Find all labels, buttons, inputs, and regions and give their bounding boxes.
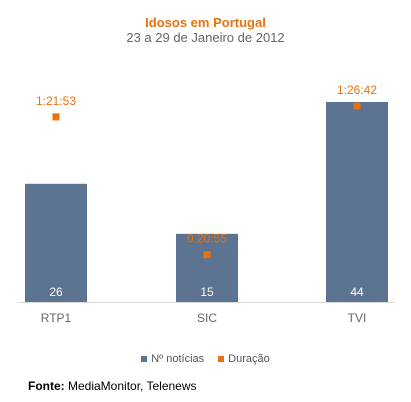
legend: Nº notícias Duração [0, 353, 411, 365]
chart: 26 RTP1 1:21:53 15 SIC 0:20:55 44 TVI 1:26:42 [18, 83, 395, 325]
legend-swatch-noticias [141, 356, 148, 362]
category-label-sic: SIC [197, 311, 217, 325]
bar-value-label-sic: 15 [200, 285, 214, 299]
duration-marker-tvi [353, 102, 361, 110]
legend-label-duracao: Duração [228, 353, 270, 365]
chart-title: Idosos em Portugal [145, 15, 266, 30]
category-label-tvi: TVI [348, 311, 367, 325]
bar-value-label-tvi: 44 [350, 285, 364, 299]
duration-label-rtp1: 1:21:53 [36, 94, 76, 108]
bar-sic [176, 233, 238, 302]
legend-label-noticias: Nº notícias [151, 353, 205, 365]
bar-rtp1 [25, 183, 87, 302]
legend-item-duracao: Duração [218, 353, 270, 365]
duration-label-sic: 0:20:55 [187, 232, 227, 246]
legend-swatch-duracao [218, 356, 225, 362]
duration-marker-sic [203, 251, 211, 259]
source-text: MediaMonitor, Telenews [68, 379, 197, 393]
source-label: Fonte: [28, 379, 65, 393]
chart-subtitle: 23 a 29 de Janeiro de 2012 [126, 30, 285, 45]
bar-tvi [326, 102, 388, 302]
bar-value-label-rtp1: 26 [49, 285, 63, 299]
duration-marker-rtp1 [52, 113, 60, 121]
duration-label-tvi: 1:26:42 [337, 83, 377, 97]
source-note: Fonte: MediaMonitor, Telenews [28, 379, 197, 393]
legend-item-noticias: Nº notícias [141, 353, 204, 365]
category-label-rtp1: RTP1 [41, 311, 72, 325]
